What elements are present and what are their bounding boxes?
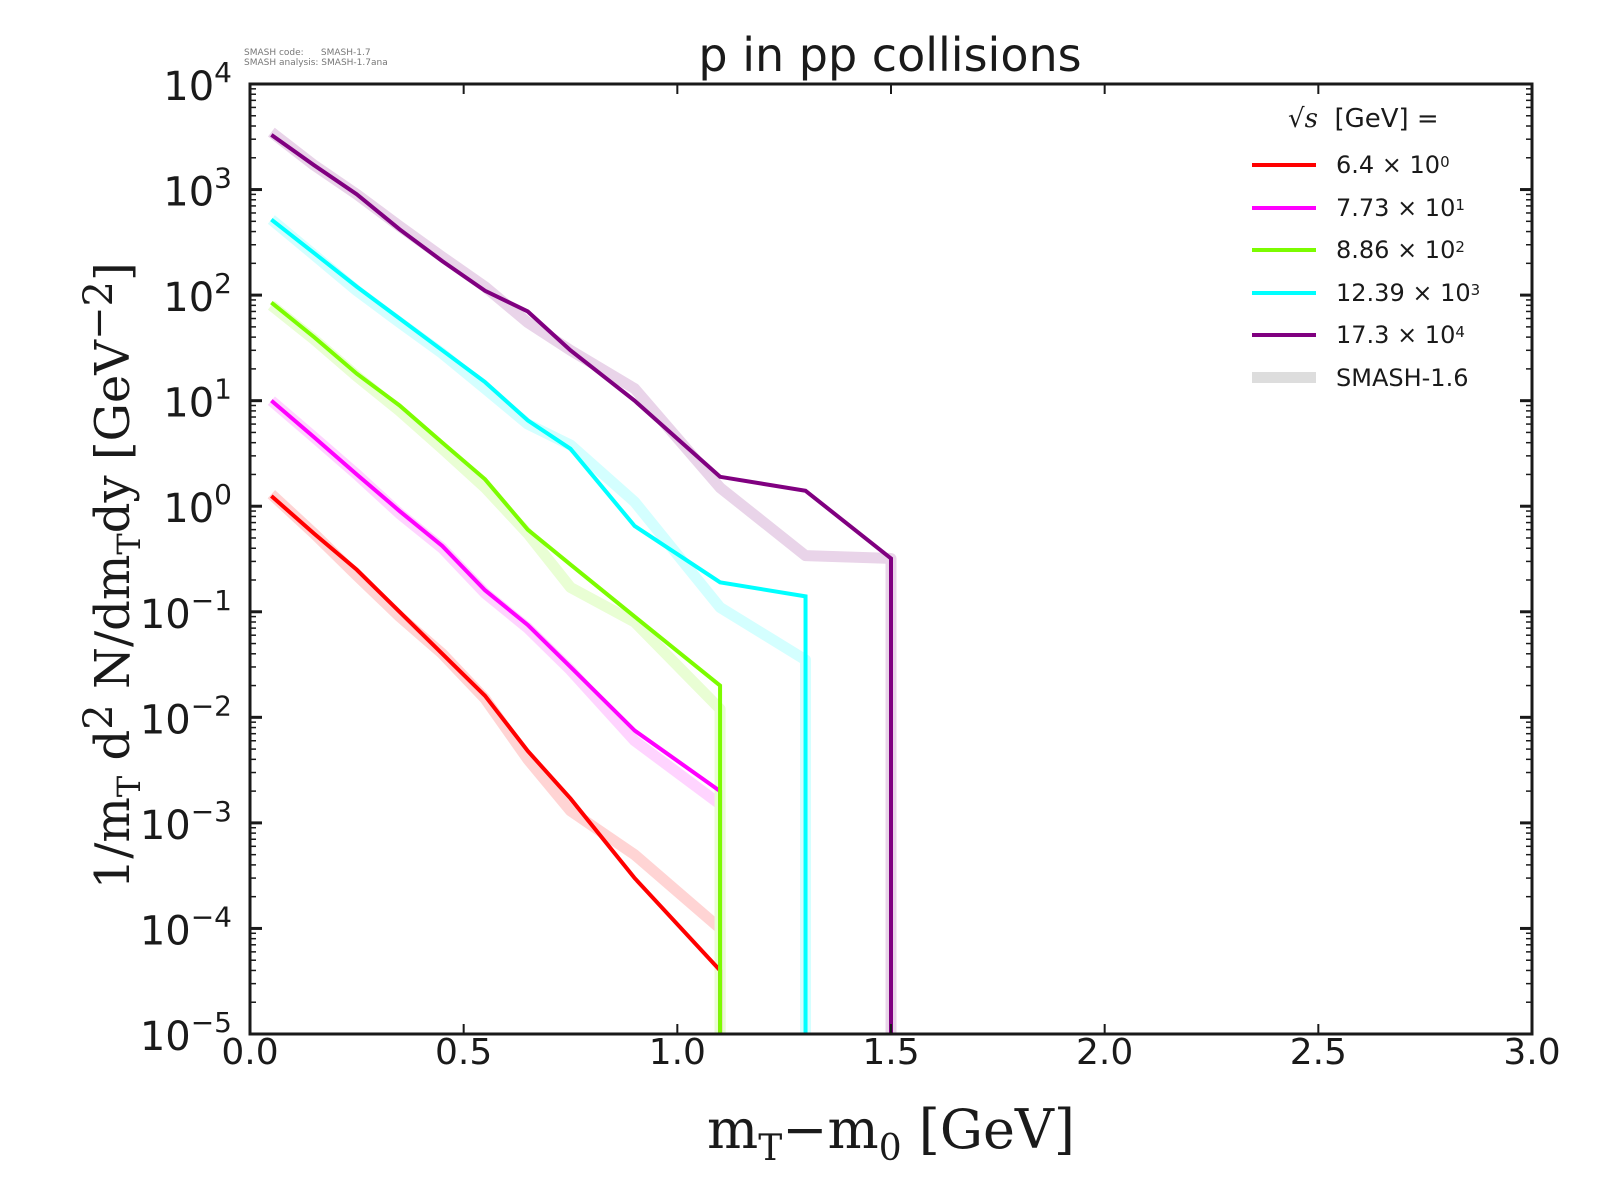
legend-title-text: [GeV] = xyxy=(1334,104,1439,134)
x-tick-label: 1.5 xyxy=(862,1032,919,1073)
ylabel-sub: T xyxy=(109,533,148,555)
legend-label: 17.3 × 104 xyxy=(1336,321,1465,350)
ylabel-part: 1/m xyxy=(85,797,142,890)
y-axis-label: 1/mT d2 N/dmTdy [GeV−2] xyxy=(76,216,148,936)
x-axis-label: mT−m0 [GeV] xyxy=(250,1098,1532,1169)
ylabel-part: d xyxy=(85,729,142,776)
legend-swatch xyxy=(1252,248,1316,253)
x-tick-label: 1.0 xyxy=(649,1032,706,1073)
series-lines xyxy=(270,133,893,1034)
series-line-4 xyxy=(270,133,893,1034)
series-line-1 xyxy=(270,399,723,1034)
legend-label: SMASH-1.6 xyxy=(1336,363,1469,392)
legend-swatch xyxy=(1252,205,1316,210)
xlabel-part: −m xyxy=(782,1098,879,1161)
ylabel-sub: T xyxy=(109,775,148,798)
x-tick-label: 2.5 xyxy=(1290,1032,1347,1073)
smash-version-info: SMASH code: SMASH-1.7 SMASH analysis: SMA… xyxy=(244,48,388,68)
legend-swatch xyxy=(1252,333,1316,338)
ylabel-part: dy [GeV xyxy=(85,340,142,534)
legend-item: 12.39 × 103 xyxy=(1248,272,1528,315)
y-tick-label: 10−5 xyxy=(140,1006,232,1060)
legend-swatch xyxy=(1252,290,1316,295)
x-tick-label: 2.0 xyxy=(1076,1032,1133,1073)
legend-item: 8.86 × 102 xyxy=(1248,229,1528,272)
y-tick-label: 10−2 xyxy=(140,689,232,743)
series-line-3 xyxy=(270,217,808,1034)
xlabel-part: [GeV] xyxy=(901,1098,1075,1161)
axis-ticks xyxy=(249,82,1533,1036)
xlabel-part: m xyxy=(707,1098,759,1161)
legend-label: 7.73 × 101 xyxy=(1336,193,1465,222)
series-line-2 xyxy=(270,301,723,1034)
y-tick-label: 104 xyxy=(163,56,232,110)
y-tick-label: 103 xyxy=(163,162,232,216)
legend-swatch xyxy=(1252,163,1316,168)
chart-title: p in pp collisions xyxy=(698,28,1082,82)
legend-item: 7.73 × 101 xyxy=(1248,187,1528,230)
legend-swatch xyxy=(1252,372,1316,384)
legend-label: 6.4 × 100 xyxy=(1336,151,1450,180)
tick-labels: 0.0 0.5 1.0 1.5 2.0 2.5 3.0 104 103 102 101 100 10−1… xyxy=(140,56,1561,1073)
meta-line-1: SMASH code: SMASH-1.7 xyxy=(244,48,371,58)
x-tick-label: 0.5 xyxy=(435,1032,492,1073)
legend-title: √s [GeV] = xyxy=(1288,104,1528,144)
y-tick-label: 100 xyxy=(163,478,232,532)
y-tick-label: 10−3 xyxy=(140,795,232,849)
xlabel-sub: T xyxy=(758,1127,783,1169)
legend-item: 6.4 × 100 xyxy=(1248,144,1528,187)
sqrt-s-symbol: √s xyxy=(1288,104,1318,134)
y-tick-label: 102 xyxy=(163,267,232,321)
ylabel-part: ] xyxy=(85,262,142,282)
legend-label: 8.86 × 102 xyxy=(1336,236,1465,265)
x-tick-label: 0.0 xyxy=(221,1032,278,1073)
meta-line-2: SMASH analysis: SMASH-1.7ana xyxy=(244,58,388,68)
reference-lines xyxy=(267,127,897,1034)
y-tick-label: 101 xyxy=(163,373,232,427)
legend: √s [GeV] = 6.4 × 100 7.73 × 101 8.86 × 102… xyxy=(1248,104,1528,399)
y-tick-label: 10−1 xyxy=(140,584,232,638)
ylabel-part: N/dm xyxy=(85,554,142,705)
legend-item: 17.3 × 104 xyxy=(1248,314,1528,357)
x-tick-label: 3.0 xyxy=(1503,1032,1560,1073)
ylabel-sup: 2 xyxy=(76,704,123,730)
series-line-0 xyxy=(270,494,723,1034)
xlabel-sub: 0 xyxy=(878,1127,902,1169)
reference-line-3 xyxy=(267,215,812,1034)
legend-label: 12.39 × 103 xyxy=(1336,278,1481,307)
legend-item-reference: SMASH-1.6 xyxy=(1248,357,1528,400)
reference-line-0 xyxy=(267,490,726,1034)
ylabel-sup: −2 xyxy=(76,281,123,341)
y-tick-label: 10−4 xyxy=(140,900,232,954)
